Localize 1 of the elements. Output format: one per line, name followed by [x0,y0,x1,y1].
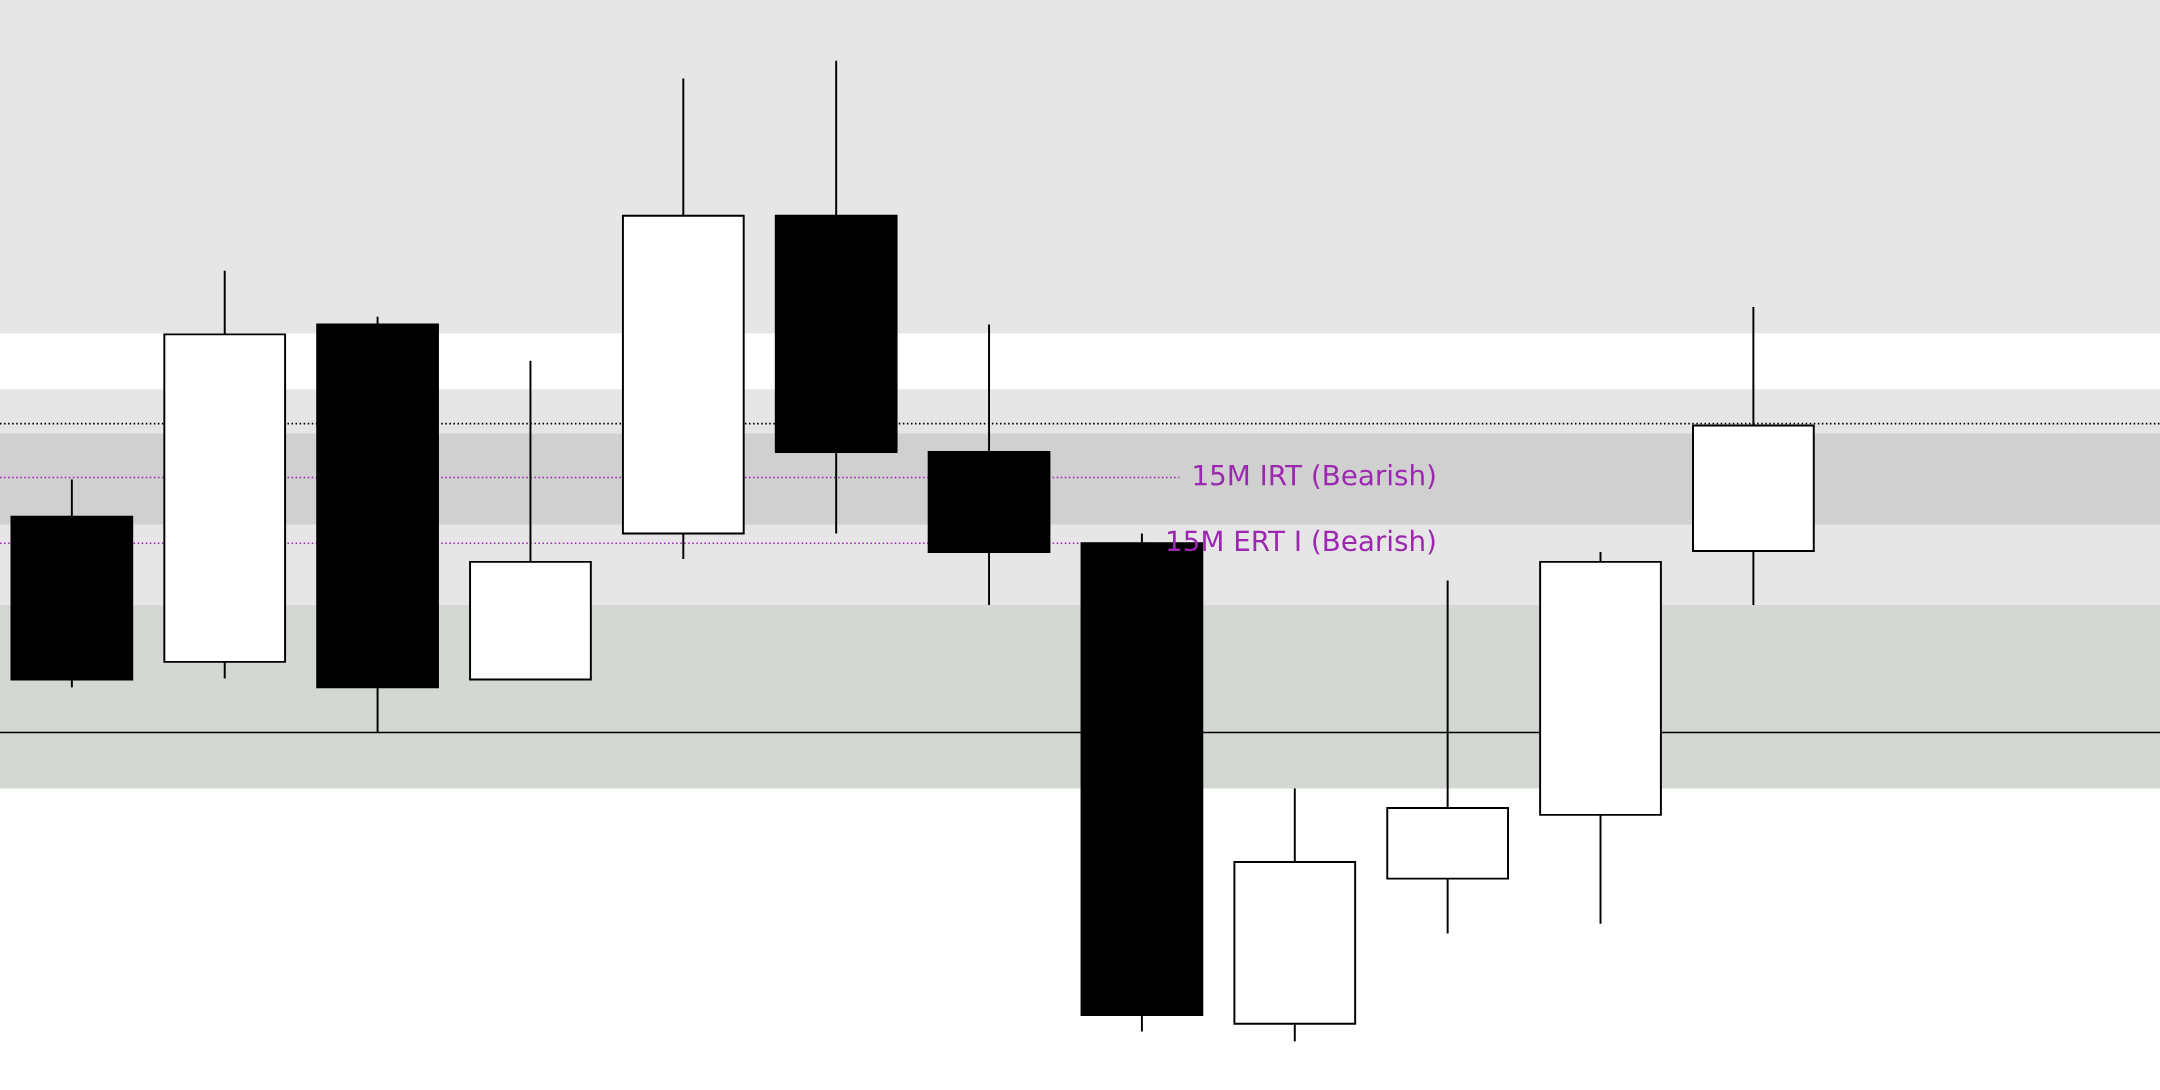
ref-line-label: 15M IRT (Bearish) [1194,464,1435,489]
